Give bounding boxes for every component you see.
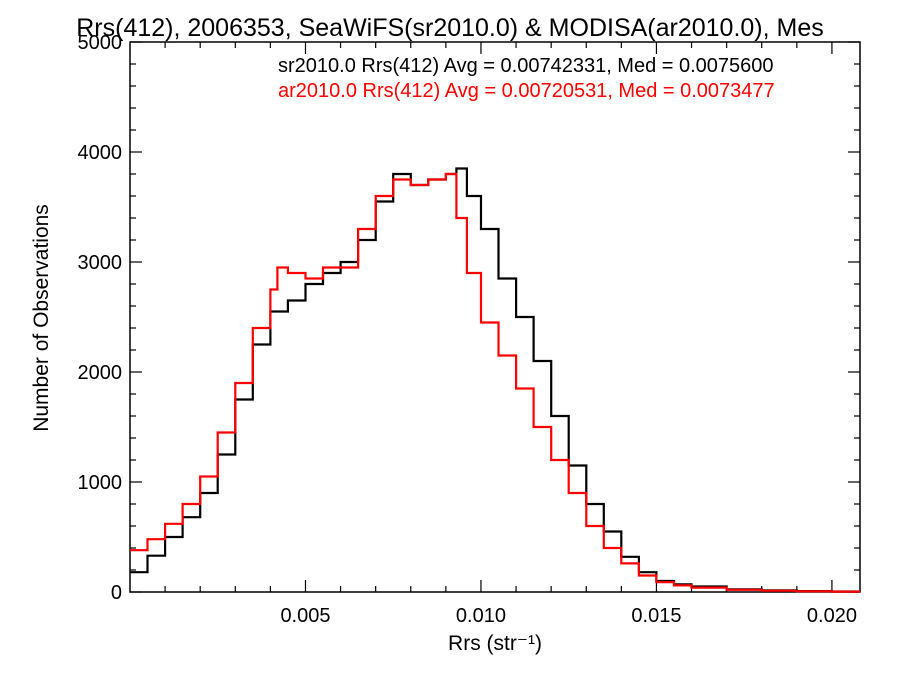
y-tick-label: 4000 <box>78 142 123 164</box>
x-tick-label: 0.020 <box>807 605 857 627</box>
series-line-sr2010 <box>130 167 860 593</box>
y-axis-label: Number of Observations <box>30 204 53 432</box>
x-tick-label: 0.010 <box>456 605 506 627</box>
y-tick-label: 3000 <box>78 252 123 274</box>
chart-title: Rrs(412), 2006353, SeaWiFS(sr2010.0) & M… <box>76 14 824 42</box>
y-tick-label: 2000 <box>78 362 123 384</box>
y-tick-label: 0 <box>111 582 122 604</box>
x-axis-label: Rrs (str⁻¹) <box>448 632 542 655</box>
legend-entry-sr2010: sr2010.0 Rrs(412) Avg = 0.00742331, Med … <box>278 55 774 77</box>
x-tick-label: 0.005 <box>280 605 330 627</box>
plot-frame <box>129 41 861 593</box>
y-tick-label: 1000 <box>78 472 123 494</box>
x-tick-label: 0.015 <box>631 605 681 627</box>
plot-area: 0.005 0.010 0.015 0.020 0 1000 2000 3000 4000 500… <box>78 32 861 627</box>
legend-entry-ar2010: ar2010.0 Rrs(412) Avg = 0.00720531, Med … <box>278 80 775 102</box>
y-tick-label: 5000 <box>78 32 123 54</box>
series-line-ar2010 <box>130 172 860 593</box>
